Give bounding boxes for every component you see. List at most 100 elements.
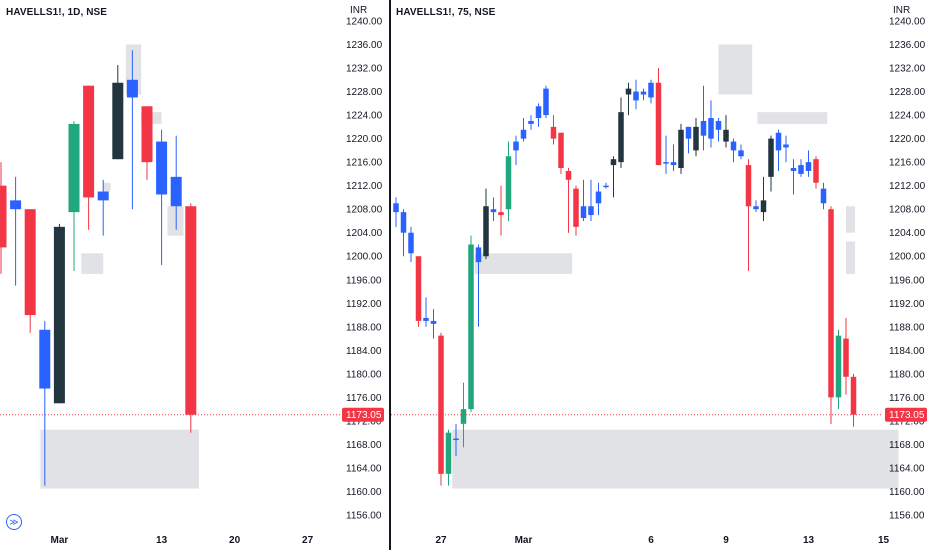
y-tick-label: 1212.00 [889, 181, 926, 192]
y-tick-label: 1156.00 [346, 511, 382, 522]
y-tick-label: 1184.00 [889, 346, 925, 357]
x-tick-label: 20 [229, 535, 241, 546]
candle-body [588, 206, 594, 216]
y-tick-label: 1200.00 [346, 252, 383, 263]
chart-pane-75min[interactable]: HAVELLS1!, 75, NSE INR 1240.00 1236.00 1232… [391, 0, 932, 550]
candle-body [678, 129, 684, 169]
x-tick-label: 27 [302, 535, 314, 546]
y-tick-label: 1168.00 [889, 440, 925, 451]
y-tick-label: 1212.00 [346, 181, 383, 192]
x-tick-label: Mar [51, 535, 69, 546]
candle-body [708, 118, 714, 139]
candle-body [610, 159, 617, 166]
candle-body [0, 185, 7, 248]
y-tick-label: 1208.00 [346, 205, 383, 216]
candle-body [753, 206, 759, 210]
candle-body [83, 85, 95, 198]
y-tick-label: 1196.00 [346, 275, 382, 286]
candle-body [685, 126, 692, 139]
candle-body [828, 209, 834, 398]
y-tick-label: 1232.00 [346, 64, 383, 75]
x-tick-label: 13 [803, 535, 815, 546]
candle-body [700, 120, 707, 136]
y-tick-label: 1216.00 [889, 158, 926, 169]
y-tick-label: 1180.00 [346, 369, 382, 380]
candle-body [24, 209, 36, 316]
last-price-tag [342, 407, 384, 422]
y-tick-label: 1192.00 [889, 299, 925, 310]
candle-body [513, 141, 519, 151]
candle-body [483, 206, 489, 257]
candle-body [550, 126, 557, 139]
candle-body [393, 203, 399, 213]
candle-body [53, 226, 65, 404]
currency-label: INR [350, 5, 367, 16]
candle-body [640, 91, 647, 95]
candle-body [820, 188, 827, 204]
y-tick-label: 1176.00 [889, 393, 925, 404]
candle-body [468, 244, 474, 410]
x-tick-label: Mar [515, 535, 533, 546]
pane-divider[interactable] [389, 0, 391, 550]
y-tick-label: 1240.00 [889, 17, 926, 28]
y-tick-label: 1184.00 [346, 346, 382, 357]
candle-body [438, 335, 444, 474]
candle-body [141, 106, 153, 163]
supply-demand-zone [757, 112, 828, 124]
candle-body [400, 212, 407, 233]
candle-body [498, 212, 504, 216]
candle-body [126, 79, 138, 98]
candle-body [445, 432, 452, 474]
candle-body [460, 409, 467, 424]
y-tick-label: 1240.00 [346, 17, 383, 28]
candle-body [10, 200, 22, 210]
x-tick-label: 27 [435, 535, 447, 546]
candle-body [760, 200, 767, 213]
candle-body [97, 191, 109, 201]
go-to-realtime-icon[interactable]: ≫ [6, 514, 22, 530]
y-tick-label: 1180.00 [889, 369, 925, 380]
y-tick-label: 1224.00 [889, 111, 926, 122]
candle-body [430, 320, 437, 324]
y-tick-label: 1204.00 [346, 228, 383, 239]
y-tick-label: 1172.00 [889, 416, 925, 427]
candle-body [475, 247, 482, 263]
candle-body [738, 150, 744, 157]
supply-demand-zone [81, 253, 104, 274]
candle-body [663, 162, 669, 164]
supply-demand-zone [167, 206, 184, 236]
y-tick-label: 1192.00 [346, 299, 382, 310]
candle-body [745, 165, 752, 207]
chart-title: HAVELLS1!, 75, NSE [396, 7, 496, 18]
x-tick-label: 15 [878, 535, 890, 546]
chart-pane-daily[interactable]: HAVELLS1!, 1D, NSE INR 1240.00 1236.00 1232… [0, 0, 389, 550]
candle-body [580, 206, 587, 219]
x-tick-label: 6 [648, 535, 654, 546]
candle-body [156, 141, 168, 195]
y-tick-label: 1172.00 [346, 416, 382, 427]
y-tick-label: 1228.00 [346, 87, 383, 98]
supply-demand-zone [474, 253, 573, 274]
y-tick-label: 1188.00 [346, 322, 382, 333]
chart-title: HAVELLS1!, 1D, NSE [6, 7, 108, 18]
y-tick-label: 1176.00 [346, 393, 382, 404]
supply-demand-zone [718, 44, 753, 95]
candle-body [453, 438, 459, 441]
candle-body [423, 317, 429, 321]
y-tick-label: 1224.00 [346, 111, 383, 122]
candle-body [670, 162, 677, 166]
candle-body [625, 88, 632, 95]
supply-demand-zone [846, 206, 855, 233]
candle-body [565, 170, 572, 180]
candle-body [170, 176, 182, 207]
candle-body [520, 129, 527, 139]
y-tick-label: 1208.00 [889, 205, 926, 216]
last-price-label: 1173.05 [889, 410, 925, 421]
candle-body [618, 112, 624, 163]
candle-body [805, 162, 812, 171]
candle-body [415, 256, 422, 321]
candle-body [813, 159, 819, 183]
y-tick-label: 1156.00 [889, 511, 925, 522]
